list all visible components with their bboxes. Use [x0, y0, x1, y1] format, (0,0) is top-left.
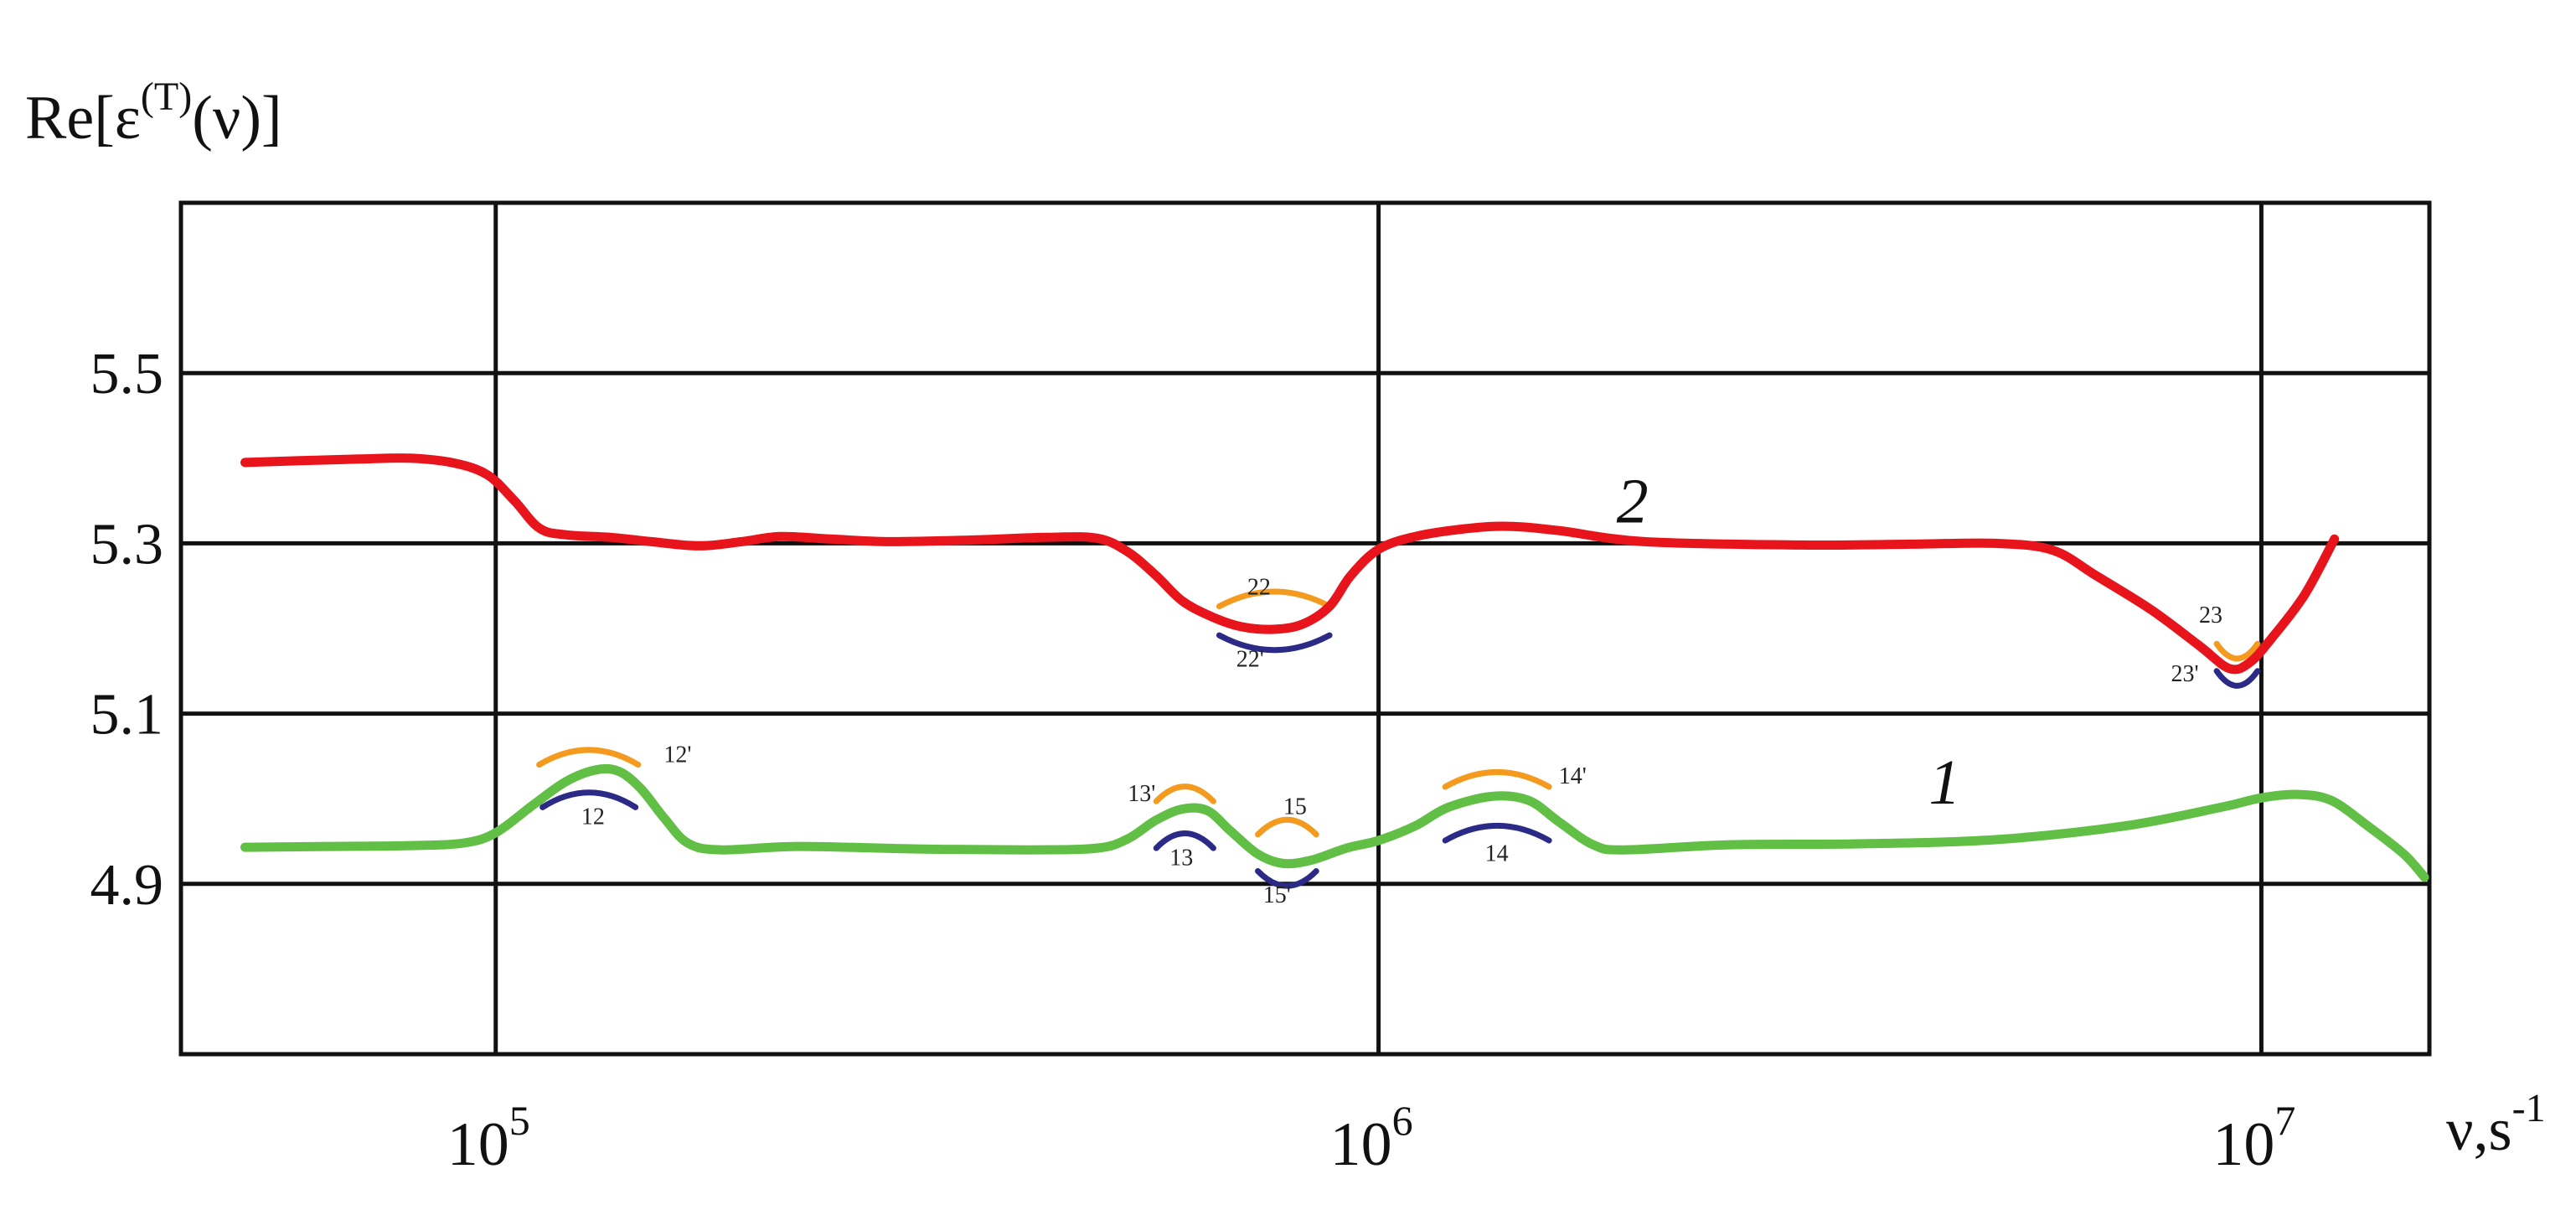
x-axis-label: ν,s-1 — [2446, 1086, 2546, 1163]
annotations: 12' 12 13' 13 15 15' 14' 14 22 22' 23 23' — [536, 574, 2261, 908]
annotation-arc — [1442, 822, 1552, 844]
x-tick-label: 105 — [447, 1097, 530, 1179]
series-line-2 — [240, 453, 2340, 675]
series-label: 2 — [1617, 467, 1649, 537]
annotation-label: 15' — [1263, 882, 1291, 908]
x-tick-exponent: 5 — [509, 1097, 530, 1144]
annotation-arc — [1153, 784, 1216, 804]
annotation-label: 13' — [1128, 781, 1155, 807]
annotation-arc — [1255, 868, 1319, 889]
y-tick-label: 5.1 — [90, 683, 164, 747]
x-tick-base: 10 — [447, 1110, 509, 1179]
x-tick-label: 106 — [1330, 1097, 1413, 1179]
grid-lines — [181, 203, 2429, 1054]
annotation-arc — [2213, 668, 2261, 689]
x-tick-base: 10 — [2212, 1110, 2274, 1179]
annotation-label: 14 — [1485, 840, 1509, 866]
x-tick-labels: 105 106 107 — [447, 1097, 2296, 1179]
annotation-label: 23 — [2199, 602, 2222, 628]
y-tick-label: 5.5 — [90, 342, 164, 406]
x-axis-label-base: ν,s — [2446, 1096, 2512, 1163]
y-axis-label-tail: (ν)] — [192, 84, 281, 153]
y-axis-label-sup: (T) — [141, 75, 192, 119]
y-axis-label-base: Re[ε — [25, 84, 141, 153]
annotation-label: 22' — [1236, 647, 1264, 673]
series-label: 1 — [1928, 747, 1960, 818]
annotation-label: 23' — [2171, 661, 2199, 687]
x-tick-base: 10 — [1330, 1110, 1392, 1179]
annotation-arc — [1153, 830, 1216, 851]
x-tick-exponent: 6 — [1392, 1097, 1413, 1144]
y-tick-label: 4.9 — [90, 853, 164, 918]
annotation-label: 12 — [581, 804, 605, 830]
annotation-label: 12' — [663, 742, 691, 768]
series-line-1 — [240, 763, 2429, 882]
annotation-arc — [1442, 768, 1552, 790]
y-tick-label: 5.3 — [90, 512, 164, 577]
series-labels: 21 — [1617, 467, 1961, 818]
annotation-label: 22 — [1247, 574, 1271, 600]
annotation-arc — [536, 747, 642, 768]
annotation-label: 13 — [1169, 845, 1193, 871]
annotation-arc — [2213, 640, 2261, 662]
x-tick-label: 107 — [2212, 1097, 2295, 1179]
x-tick-exponent: 7 — [2274, 1097, 2295, 1144]
annotation-label: 15 — [1283, 794, 1307, 820]
series-lines — [240, 453, 2429, 882]
x-axis-label-sup: -1 — [2512, 1086, 2546, 1130]
y-axis-label: Re[ε(T)(ν)] — [25, 75, 282, 153]
annotation-label: 14' — [1559, 763, 1587, 789]
annotation-arc — [539, 789, 639, 810]
annotation-arc — [1216, 632, 1333, 654]
plot-frame — [178, 200, 2432, 1057]
annotation-arc — [1216, 588, 1333, 610]
annotation-arc — [1255, 816, 1319, 838]
y-tick-labels: 4.9 5.1 5.3 5.5 — [90, 342, 164, 918]
